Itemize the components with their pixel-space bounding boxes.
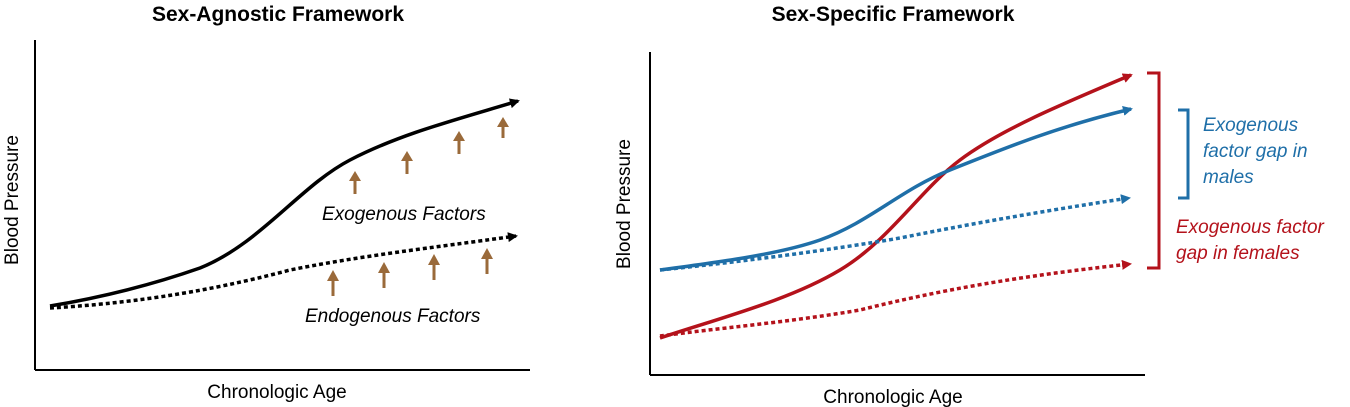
female-exogenous-curve bbox=[659, 73, 1133, 340]
right-x-axis-label: Chronologic Age bbox=[823, 387, 962, 407]
endogenous-factor-arrows bbox=[327, 248, 493, 296]
male-gap-label-line-1: Exogenous bbox=[1203, 115, 1299, 136]
male-exogenous-curve bbox=[659, 106, 1133, 272]
exogenous-factors-label: Exogenous Factors bbox=[322, 204, 486, 225]
female-gap-label-line-1: Exogenous factor bbox=[1176, 217, 1325, 238]
left-y-axis-label: Blood Pressure bbox=[2, 135, 23, 265]
right-panel-title: Sex-Specific Framework bbox=[772, 3, 1015, 26]
up-arrow-icon bbox=[428, 254, 440, 280]
male-gap-label-line-3: males bbox=[1203, 167, 1254, 188]
up-arrow-icon bbox=[378, 262, 390, 288]
up-arrow-icon bbox=[327, 270, 339, 296]
male-gap-bracket bbox=[1178, 108, 1190, 200]
male-gap-label-line-2: factor gap in bbox=[1203, 141, 1308, 162]
right-y-axis-label: Blood Pressure bbox=[614, 139, 635, 269]
male-endogenous-curve bbox=[659, 194, 1131, 272]
endogenous-curve bbox=[49, 232, 518, 310]
left-x-axis-label: Chronologic Age bbox=[207, 382, 346, 403]
female-gap-bracket bbox=[1147, 71, 1161, 270]
up-arrow-icon bbox=[481, 248, 493, 274]
left-panel: Sex-Agnostic Framework Chronologic Age B… bbox=[2, 3, 530, 403]
up-arrow-icon bbox=[453, 131, 465, 154]
female-endogenous-curve bbox=[659, 259, 1132, 338]
left-panel-title: Sex-Agnostic Framework bbox=[152, 3, 404, 26]
exogenous-curve bbox=[49, 98, 520, 308]
up-arrow-icon bbox=[349, 171, 361, 194]
endogenous-factors-label: Endogenous Factors bbox=[305, 306, 481, 327]
up-arrow-icon bbox=[401, 151, 413, 174]
up-arrow-icon bbox=[497, 117, 509, 138]
exogenous-factor-arrows bbox=[349, 117, 509, 194]
female-gap-label-line-2: gap in females bbox=[1176, 243, 1300, 264]
right-panel: Sex-Specific Framework Chronologic Age B… bbox=[614, 3, 1325, 407]
